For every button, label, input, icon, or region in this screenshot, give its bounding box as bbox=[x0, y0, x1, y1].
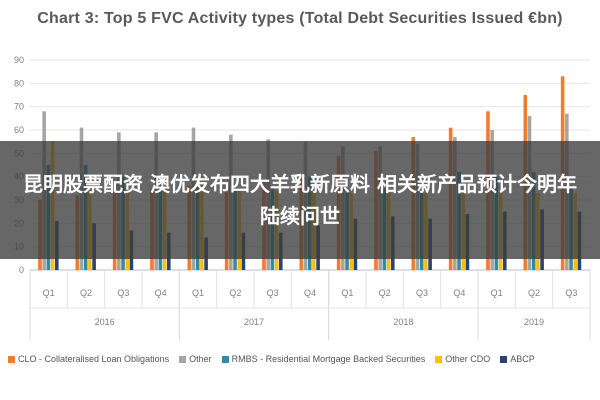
legend-swatch bbox=[435, 355, 443, 363]
group-label: 2018 bbox=[393, 317, 413, 327]
legend-label: CLO - Collateralised Loan Obligations bbox=[18, 354, 170, 364]
legend-item: Other CDO bbox=[435, 354, 490, 364]
x-tick-label: Q3 bbox=[267, 288, 279, 298]
y-tick-label: 0 bbox=[19, 265, 24, 275]
group-label: 2016 bbox=[95, 317, 115, 327]
x-tick-label: Q3 bbox=[565, 288, 577, 298]
x-tick-label: Q2 bbox=[80, 288, 92, 298]
x-tick-label: Q1 bbox=[341, 288, 353, 298]
legend-item: RMBS - Residential Mortgage Backed Secur… bbox=[221, 354, 426, 364]
legend-label: ABCP bbox=[510, 354, 535, 364]
legend-label: RMBS - Residential Mortgage Backed Secur… bbox=[231, 354, 426, 364]
overlay-banner[interactable]: 昆明股票配资 澳优发布四大羊乳新原料 相关新产品预计今明年陆续问世 bbox=[0, 141, 600, 259]
x-tick-label: Q2 bbox=[528, 288, 540, 298]
x-tick-label: Q1 bbox=[43, 288, 55, 298]
y-tick-label: 60 bbox=[14, 125, 24, 135]
group-label: 2017 bbox=[244, 317, 264, 327]
legend-swatch bbox=[221, 355, 229, 363]
x-tick-label: Q4 bbox=[155, 288, 167, 298]
x-tick-label: Q2 bbox=[379, 288, 391, 298]
legend-swatch bbox=[8, 355, 15, 363]
banner-text: 昆明股票配资 澳优发布四大羊乳新原料 相关新产品预计今明年陆续问世 bbox=[23, 172, 577, 228]
legend-swatch bbox=[179, 355, 187, 363]
x-tick-label: Q3 bbox=[117, 288, 129, 298]
x-tick-label: Q4 bbox=[453, 288, 465, 298]
x-tick-label: Q4 bbox=[304, 288, 316, 298]
legend-item: Other bbox=[179, 354, 212, 364]
y-tick-label: 70 bbox=[14, 102, 24, 112]
legend-label: Other CDO bbox=[445, 354, 491, 364]
legend-swatch bbox=[500, 355, 508, 363]
legend-label: Other bbox=[189, 354, 212, 364]
y-tick-label: 80 bbox=[14, 78, 24, 88]
chart-title: Chart 3: Top 5 FVC Activity types (Total… bbox=[37, 10, 563, 27]
y-tick-label: 90 bbox=[14, 55, 24, 65]
chart-legend: CLO - Collateralised Loan Obligations Oth… bbox=[8, 350, 598, 368]
x-tick-label: Q3 bbox=[416, 288, 428, 298]
x-tick-label: Q1 bbox=[491, 288, 503, 298]
legend-item: ABCP bbox=[500, 354, 535, 364]
x-tick-label: Q2 bbox=[229, 288, 241, 298]
group-label: 2019 bbox=[524, 317, 544, 327]
legend-item: CLO - Collateralised Loan Obligations bbox=[8, 354, 169, 364]
x-tick-label: Q1 bbox=[192, 288, 204, 298]
